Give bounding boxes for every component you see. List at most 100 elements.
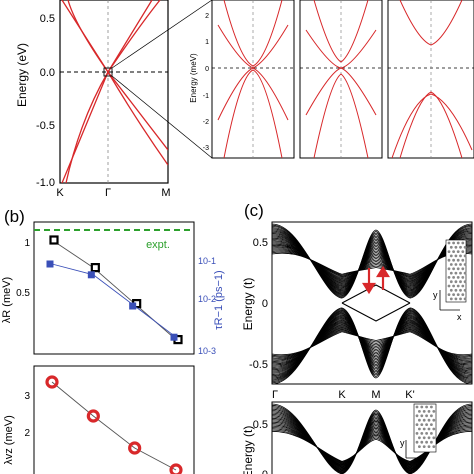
- panel-b-bottom-ylabel: λvz (meV): [3, 415, 15, 465]
- lattice-atom: [425, 423, 428, 426]
- lattice-atom: [459, 245, 462, 249]
- series-line: [51, 263, 177, 338]
- lattice-atom: [449, 254, 453, 258]
- lattice-atom: [459, 263, 462, 266]
- data-point: [169, 463, 183, 474]
- band-line: [272, 331, 472, 356]
- lattice-atom: [463, 254, 467, 258]
- lattice-atom: [432, 418, 436, 422]
- lattice-atom: [449, 271, 453, 275]
- xtick-gamma: Γ: [105, 187, 111, 199]
- zoom-line-top: [111, 0, 213, 69]
- lattice-atom: [425, 432, 428, 435]
- expt-label: expt.: [146, 239, 170, 251]
- inset-ytick-0: 0: [205, 66, 209, 73]
- lattice-atom: [427, 410, 431, 413]
- inset-ytick-2: 2: [205, 13, 209, 20]
- xtick-k: K: [56, 187, 64, 199]
- spin-arrows: [362, 265, 390, 295]
- band-line: [272, 310, 472, 381]
- c-ytick-0.5: 0.5: [253, 237, 268, 249]
- lattice-atom: [430, 440, 433, 444]
- lattice-atom: [415, 414, 419, 418]
- lattice-atom: [461, 293, 465, 296]
- c-bottom-ytick-0: 0: [262, 469, 268, 474]
- lattice-atom: [452, 293, 455, 296]
- b-right-ytick-1: 10-1: [198, 256, 216, 266]
- lattice-atom: [432, 436, 436, 440]
- lattice-atom: [415, 405, 419, 409]
- panel-b: (b) expt. λR (meV) 1 0.5 τR−1 (ps−1) 10-…: [1, 207, 225, 474]
- ribbon-bands-2: [272, 403, 472, 474]
- lattice-atom: [456, 258, 460, 262]
- lattice-atom: [447, 258, 451, 262]
- lattice-atom: [454, 288, 458, 292]
- lattice-atom: [422, 427, 426, 431]
- inset-2-bands: [300, 0, 382, 158]
- data-point: [90, 263, 100, 273]
- lattice-atom: [418, 445, 421, 448]
- lattice-atom: [461, 250, 465, 254]
- axis-x-label: x: [457, 312, 462, 322]
- lattice-atom: [463, 263, 467, 266]
- lattice-atom: [463, 297, 467, 301]
- panel-c-bottom-frame: [271, 401, 473, 474]
- c-ytick-minus-0.5: -0.5: [249, 359, 268, 371]
- panel-a-ylabel: Energy (eV): [15, 43, 29, 107]
- c-ytick-0: 0: [262, 298, 268, 310]
- panel-c-bottom-ylabel: Energy (t): [241, 426, 255, 474]
- axis-y-label-2: y: [400, 438, 405, 448]
- panel-b-top-ylabel: λR (meV): [1, 277, 13, 323]
- lattice-atom: [422, 418, 426, 422]
- lattice-atom: [422, 445, 426, 448]
- ytick-minus-0.5: -0.5: [36, 120, 55, 132]
- lattice-atom: [447, 293, 451, 296]
- lattice-atom: [456, 267, 460, 271]
- ytick-minus-1.0: -1.0: [36, 177, 55, 189]
- lattice-atom: [459, 288, 462, 292]
- lattice-atom: [456, 276, 460, 279]
- lattice-atom: [449, 263, 453, 266]
- b-right-ytick-2: 10-2: [198, 294, 216, 304]
- lattice-atom: [420, 414, 424, 418]
- data-point: [170, 333, 178, 341]
- lattice-inset-2: y: [400, 403, 437, 459]
- band-lower: [61, 70, 168, 183]
- lattice-atom: [452, 276, 455, 279]
- lattice-atom: [459, 271, 462, 275]
- lattice-atom: [452, 284, 455, 288]
- c-xtick-gamma: Γ: [272, 389, 278, 401]
- lattice-atom: [418, 418, 421, 422]
- lattice-atom: [456, 284, 460, 288]
- inset-ytick-m3: -3: [203, 145, 209, 152]
- data-point: [128, 441, 142, 455]
- lattice-atom: [456, 250, 460, 254]
- lattice-atom: [456, 241, 460, 245]
- lambda-vz-plot: [45, 375, 183, 474]
- lattice-atom: [452, 250, 455, 254]
- lattice-atom: [420, 405, 424, 409]
- data-point: [45, 375, 59, 389]
- panel-a: Energy (eV) 0.5 0.0 -0.5 -1.0 K Γ M: [15, 0, 213, 199]
- band-upper: [61, 0, 153, 74]
- data-point: [129, 302, 137, 310]
- band-line: [272, 252, 472, 275]
- lattice-atom: [452, 241, 455, 245]
- lattice-atom: [449, 297, 453, 301]
- data-point: [49, 235, 59, 245]
- b-bottom-ytick-2: 2: [24, 428, 30, 439]
- band-lower-2: [65, 70, 168, 183]
- series-line: [51, 239, 177, 340]
- lattice-atom: [432, 445, 436, 448]
- lattice-atom: [461, 284, 465, 288]
- lattice-atoms: [447, 241, 467, 301]
- spin-up-arrowhead: [376, 265, 390, 278]
- panel-c-frame: [271, 221, 473, 385]
- zoom-box: [103, 67, 113, 77]
- lattice-atom: [447, 284, 451, 288]
- panel-b-right-ylabel: τR−1 (ps−1): [213, 270, 225, 329]
- lattice-atom: [454, 271, 458, 275]
- lattice-atom: [461, 276, 465, 279]
- lattice-atom: [459, 297, 462, 301]
